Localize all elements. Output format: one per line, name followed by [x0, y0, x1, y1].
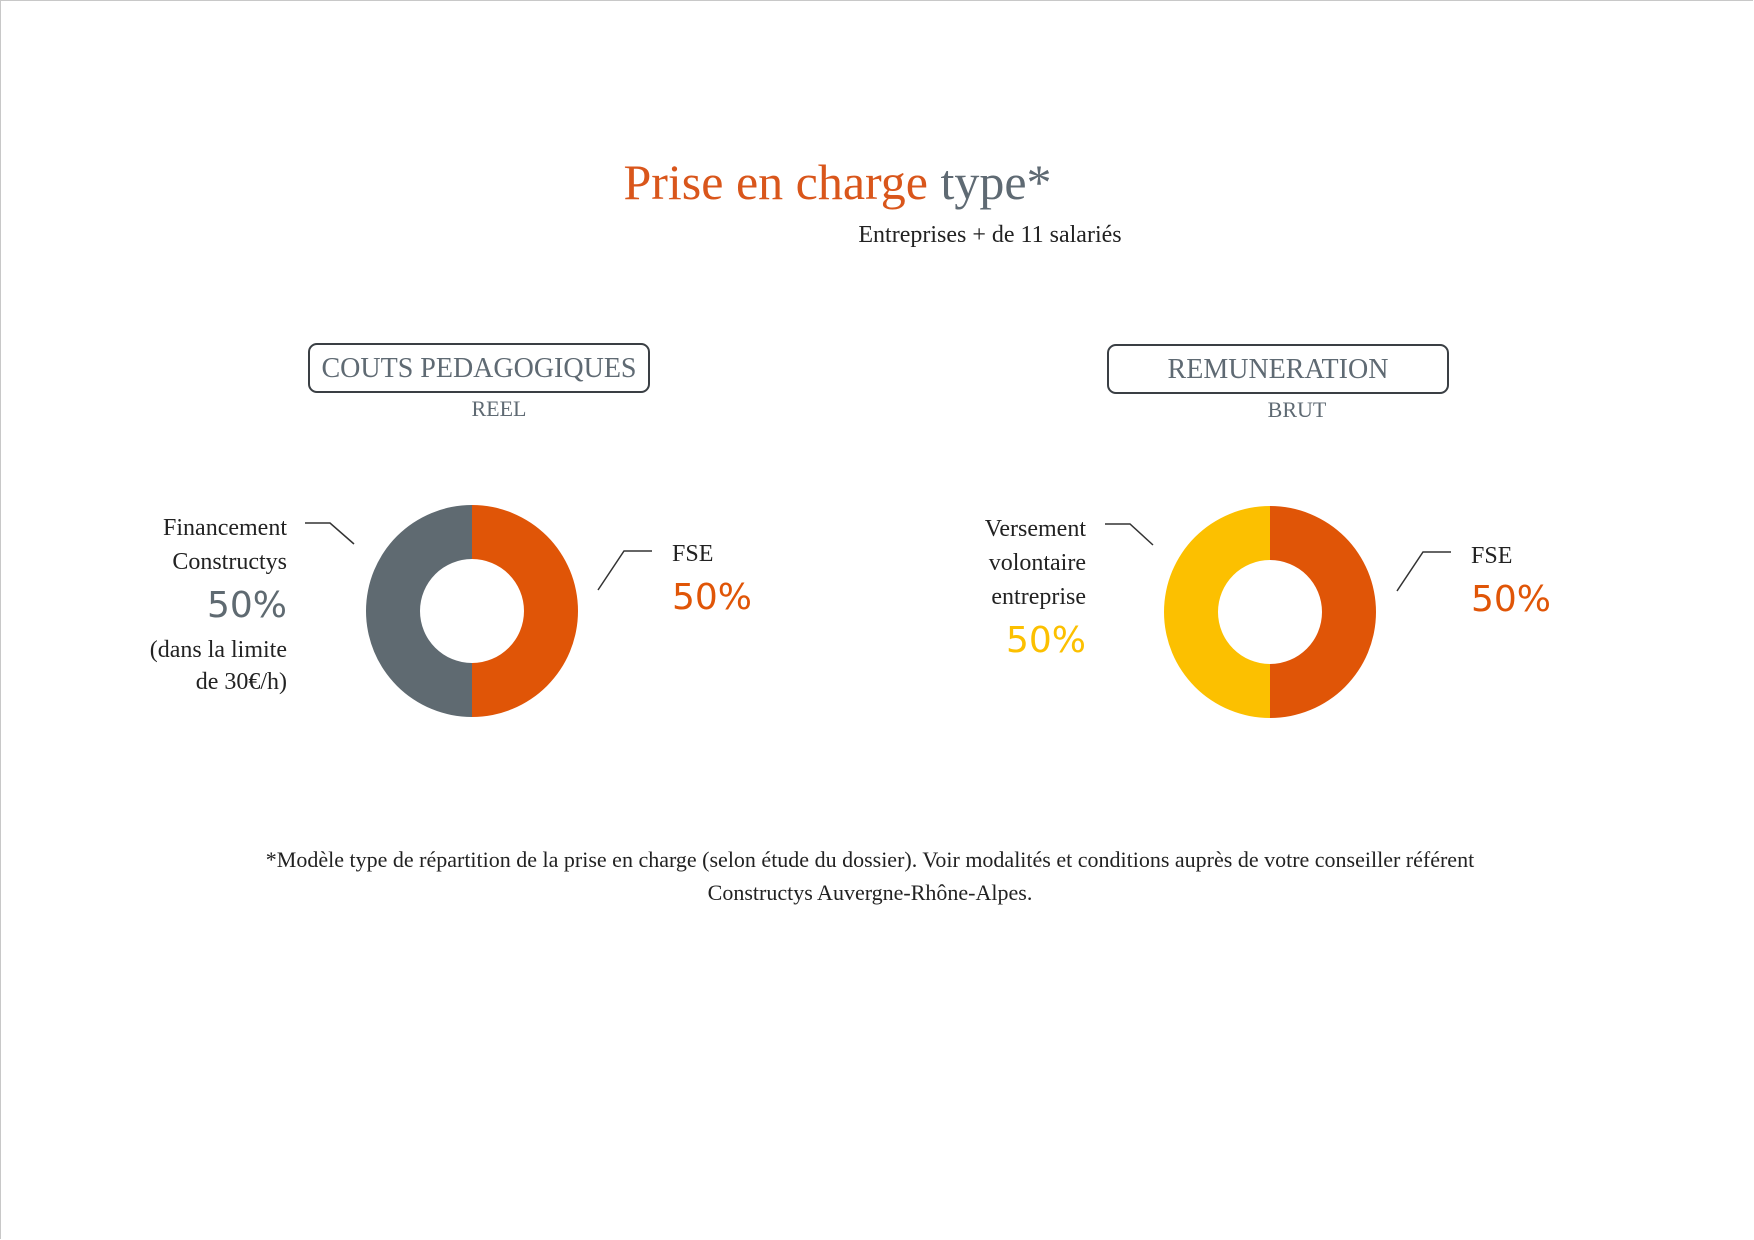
label-financement-line-1: Financement: [163, 515, 287, 541]
label-fse-1: FSE 50%: [672, 537, 812, 625]
label-fse-2: FSE 50%: [1471, 539, 1611, 627]
donut1-slice-1: [472, 505, 578, 717]
label-versement: Versement volontaire entreprise 50%: [900, 512, 1086, 668]
value-fse-2: 50%: [1471, 579, 1552, 620]
note-financement-line-1: (dans la limite: [149, 637, 287, 663]
donut-chart-remuneration: [1164, 506, 1376, 718]
value-versement: 50%: [1005, 620, 1086, 661]
label-financement-line-2: Constructys: [172, 549, 287, 575]
label-financement: Financement Constructys 50% (dans la lim…: [110, 511, 287, 699]
leader-line-versement: [1105, 523, 1154, 546]
title-part-1: Prise en charge: [623, 154, 928, 210]
donut-chart-couts: [366, 505, 578, 717]
chart2-header: REMUNERATION: [1167, 354, 1389, 385]
chart1-header-box: COUTS PEDAGOGIQUES: [308, 343, 650, 393]
footnote-line-2: Constructys Auvergne-Rhône-Alpes.: [707, 880, 1033, 905]
label-fse-2-name: FSE: [1471, 543, 1513, 569]
footnote-line-1: *Modèle type de répartition de la prise …: [265, 847, 1475, 872]
donut2-slice-2: [1164, 506, 1270, 718]
value-financement: 50%: [206, 585, 287, 626]
chart1-subheader: REEL: [419, 394, 579, 424]
donut1-slice-2: [366, 505, 472, 717]
note-financement-line-2: de 30€/h): [195, 669, 287, 695]
leader-line-financement: [305, 522, 355, 545]
chart2-header-box: REMUNERATION: [1107, 344, 1449, 394]
page-subtitle: Entreprises + de 11 salariés: [858, 222, 1122, 248]
footnote: *Modèle type de répartition de la prise …: [150, 843, 1590, 909]
label-versement-line-3: entreprise: [991, 584, 1086, 610]
leader-line-fse-1: [597, 550, 652, 591]
label-versement-line-2: volontaire: [988, 550, 1086, 576]
value-fse-1: 50%: [672, 577, 753, 618]
title-part-2: type*: [940, 154, 1052, 210]
label-versement-line-1: Versement: [984, 516, 1086, 542]
label-fse-1-name: FSE: [672, 541, 714, 567]
page-title: Prise en charge type*: [0, 152, 1675, 212]
chart2-subheader: BRUT: [1217, 395, 1377, 425]
chart1-header: COUTS PEDAGOGIQUES: [321, 353, 637, 384]
donut2-slice-1: [1270, 506, 1376, 718]
leader-line-fse-2: [1396, 551, 1451, 592]
